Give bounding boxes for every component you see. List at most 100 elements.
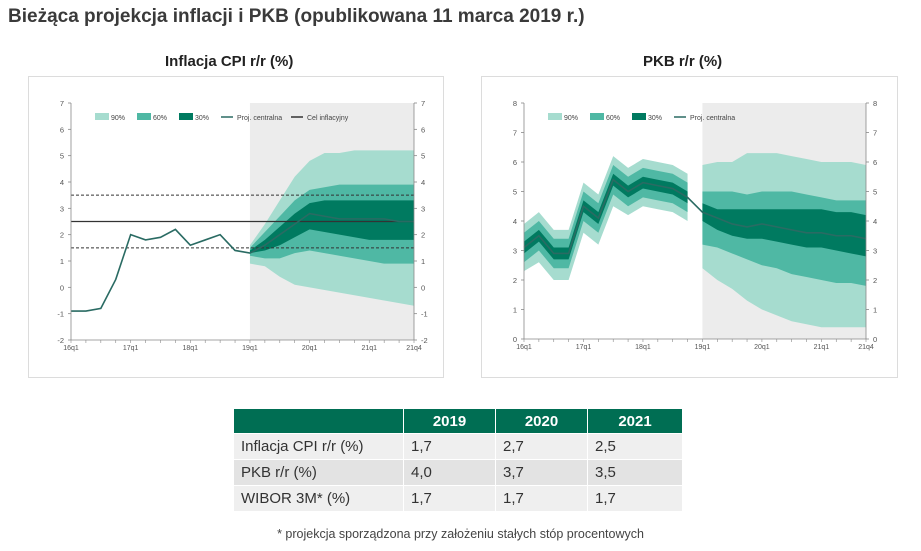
y-tick-label: 8 — [873, 99, 877, 108]
legend-label: 30% — [648, 115, 662, 122]
y-tick-label: 0 — [513, 335, 517, 344]
row-label: Inflacja CPI r/r (%) — [233, 433, 404, 460]
legend-label: 30% — [195, 115, 209, 122]
row-label: WIBOR 3M* (%) — [233, 485, 404, 512]
y-tick-label: 2 — [60, 231, 64, 240]
table-header-2019: 2019 — [403, 408, 496, 434]
cell-value: 3,7 — [495, 459, 588, 486]
gdp-chart: 0 0 1 1 2 2 3 3 4 4 5 5 6 6 7 7 8 8 16q1 17q1 18q1 19q1 20q1 21… — [513, 99, 877, 351]
y-tick-label: 5 — [513, 188, 517, 197]
table-header-2020: 2020 — [495, 408, 588, 434]
central-projection-line — [523, 178, 867, 255]
cell-value: 4,0 — [403, 459, 496, 486]
y-tick-label: -1 — [421, 310, 428, 319]
legend-swatch — [95, 113, 109, 120]
y-tick-label: 4 — [421, 178, 425, 187]
cpi-chart: -2 -2 -1 -1 0 0 1 1 2 2 3 3 4 4 5 5 6 6 7 7 16q1 17q1 18q1 19q1… — [57, 99, 428, 352]
y-tick-label: 1 — [421, 257, 425, 266]
x-tick-label: 16q1 — [63, 345, 79, 352]
y-tick-label: 4 — [60, 178, 64, 187]
y-tick-label: 3 — [421, 204, 425, 213]
y-tick-label: 7 — [873, 129, 877, 138]
legend-label: 60% — [153, 115, 167, 122]
y-tick-label: 1 — [60, 257, 64, 266]
y-tick-label: 5 — [873, 188, 877, 197]
history-band-60 — [524, 164, 688, 269]
legend-label: Proj. centralna — [690, 115, 735, 122]
y-tick-label: 7 — [513, 129, 517, 138]
y-tick-label: 7 — [421, 99, 425, 108]
table-header-corner — [233, 408, 404, 434]
y-tick-label: 7 — [60, 99, 64, 108]
cpi-chart-panel: -2 -2 -1 -1 0 0 1 1 2 2 3 3 4 4 5 5 6 6 7 7 16q1 17q1 18q1 19q1… — [28, 76, 444, 378]
y-tick-label: 5 — [421, 152, 425, 161]
page-title: Bieżąca projekcja inflacji i PKB (opubli… — [8, 6, 585, 27]
y-tick-label: 2 — [421, 231, 425, 240]
central-projection-line — [71, 212, 414, 312]
y-tick-label: -2 — [421, 336, 428, 345]
gdp-chart-panel: 0 0 1 1 2 2 3 3 4 4 5 5 6 6 7 7 8 8 16q1 17q1 18q1 19q1 20q1 21… — [481, 76, 898, 378]
y-tick-label: 1 — [873, 306, 877, 315]
y-tick-label: 3 — [513, 247, 517, 256]
x-tick-label: 21q4 — [858, 344, 874, 351]
y-tick-label: 0 — [873, 335, 877, 344]
y-tick-label: 6 — [60, 125, 64, 134]
y-tick-label: 3 — [60, 204, 64, 213]
y-tick-label: 0 — [421, 283, 425, 292]
cell-value: 1,7 — [587, 485, 683, 512]
legend-label: 60% — [606, 115, 620, 122]
legend-label: Cel inflacyjny — [307, 115, 349, 122]
y-tick-label: -2 — [57, 336, 64, 345]
fan-band-30 — [249, 200, 414, 254]
legend-label: 90% — [111, 115, 125, 122]
table-row: Inflacja CPI r/r (%) 1,7 2,7 2,5 — [233, 433, 683, 460]
table-header-2021: 2021 — [587, 408, 683, 434]
legend-label: Proj. centralna — [237, 115, 282, 122]
y-tick-label: -1 — [57, 310, 64, 319]
cell-value: 1,7 — [403, 433, 496, 460]
x-tick-label: 20q1 — [754, 344, 770, 351]
cell-value: 2,5 — [587, 433, 683, 460]
y-tick-label: 1 — [513, 306, 517, 315]
x-tick-label: 19q1 — [695, 344, 711, 351]
table-row: PKB r/r (%) 4,0 3,7 3,5 — [233, 459, 683, 486]
x-tick-label: 16q1 — [516, 344, 532, 351]
y-tick-label: 4 — [513, 217, 517, 226]
y-tick-label: 2 — [513, 276, 517, 285]
y-tick-label: 0 — [60, 283, 64, 292]
x-tick-label: 21q1 — [361, 345, 377, 352]
legend-swatch — [632, 113, 646, 120]
y-tick-label: 3 — [873, 247, 877, 256]
y-tick-label: 6 — [513, 158, 517, 167]
legend-swatch — [179, 113, 193, 120]
history-band-30 — [524, 173, 688, 260]
y-tick-label: 2 — [873, 276, 877, 285]
legend-swatch — [590, 113, 604, 120]
fan-band-30 — [702, 203, 866, 257]
y-tick-label: 5 — [60, 152, 64, 161]
x-tick-label: 19q1 — [242, 345, 258, 352]
table-header-row: 2019 2020 2021 — [233, 408, 683, 434]
projection-table: 2019 2020 2021 Inflacja CPI r/r (%) 1,7 … — [233, 408, 683, 512]
y-tick-label: 6 — [873, 158, 877, 167]
x-tick-label: 20q1 — [302, 345, 318, 352]
row-label: PKB r/r (%) — [233, 459, 404, 486]
x-tick-label: 17q1 — [576, 344, 592, 351]
x-tick-label: 18q1 — [635, 344, 651, 351]
x-tick-label: 18q1 — [183, 345, 199, 352]
cell-value: 2,7 — [495, 433, 588, 460]
gdp-chart-title: PKB r/r (%) — [643, 53, 723, 70]
cell-value: 1,7 — [495, 485, 588, 512]
legend-swatch — [137, 113, 151, 120]
cell-value: 3,5 — [587, 459, 683, 486]
legend-label: 90% — [564, 115, 578, 122]
footnote: * projekcja sporządzona przy założeniu s… — [277, 527, 644, 541]
table-row: WIBOR 3M* (%) 1,7 1,7 1,7 — [233, 485, 683, 512]
x-tick-label: 21q4 — [406, 345, 422, 352]
legend-swatch — [548, 113, 562, 120]
cpi-chart-title: Inflacja CPI r/r (%) — [165, 53, 294, 70]
y-tick-label: 8 — [513, 99, 517, 108]
cell-value: 1,7 — [403, 485, 496, 512]
x-tick-label: 17q1 — [123, 345, 139, 352]
x-tick-label: 21q1 — [814, 344, 830, 351]
